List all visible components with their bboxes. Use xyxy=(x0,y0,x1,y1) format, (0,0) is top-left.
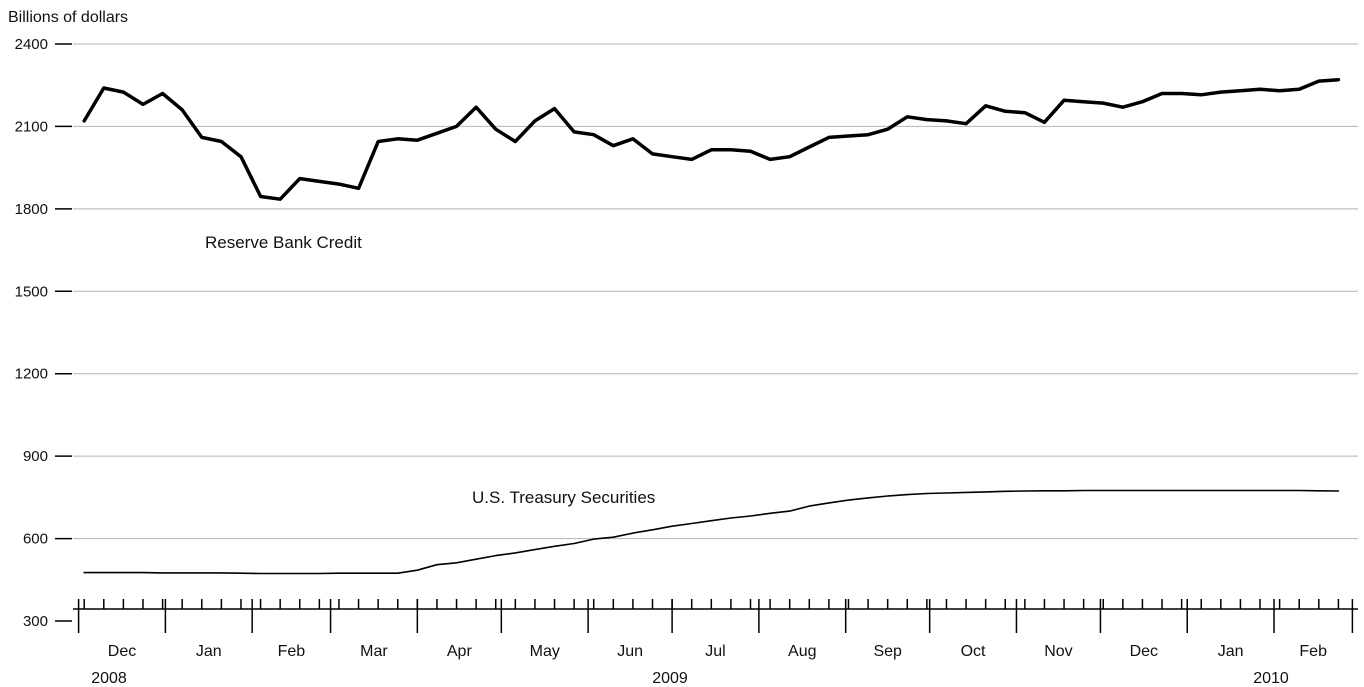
x-axis: Dec Jan Feb Mar Apr May Jun Jul Aug Sep Oct Nov Dec J… xyxy=(73,599,1358,687)
series-lines xyxy=(82,77,1341,575)
series-line-0 xyxy=(82,77,1341,201)
x-month-label: Aug xyxy=(788,643,816,660)
y-tick-label: 1500 xyxy=(15,283,48,300)
x-month-label: Dec xyxy=(1130,643,1158,660)
x-month-label: Mar xyxy=(360,643,388,660)
x-month-label: Jun xyxy=(617,643,643,660)
x-month-label: Jul xyxy=(705,643,725,660)
y-axis-label: Billions of dollars xyxy=(8,9,128,26)
series-label-reserve-bank-credit: Reserve Bank Credit xyxy=(205,233,362,252)
series-label-treasury-securities: U.S. Treasury Securities xyxy=(472,488,655,507)
x-year-label: 2010 xyxy=(1253,670,1289,687)
x-month-label: Sep xyxy=(873,643,902,660)
y-tick-label: 1200 xyxy=(15,366,48,383)
x-month-label: Jan xyxy=(196,643,222,660)
x-month-label: Feb xyxy=(278,643,306,660)
x-month-label: Apr xyxy=(447,643,473,660)
y-axis: 300 600 900 1200 1500 1800 2100 2400 xyxy=(15,36,72,630)
y-tick-label: 600 xyxy=(23,531,48,548)
x-year-label: 2008 xyxy=(91,670,127,687)
x-month-label: Dec xyxy=(108,643,136,660)
y-tick-label: 2100 xyxy=(15,118,48,135)
y-tick-label: 900 xyxy=(23,448,48,465)
x-year-label: 2009 xyxy=(652,670,688,687)
x-month-label: Nov xyxy=(1044,643,1072,660)
gridlines xyxy=(73,43,1358,540)
x-month-label: Jan xyxy=(1218,643,1244,660)
series-line-1 xyxy=(83,489,1340,575)
x-month-label: Feb xyxy=(1299,643,1327,660)
x-month-label: Oct xyxy=(961,643,986,660)
y-tick-label: 2400 xyxy=(15,36,48,53)
x-month-label: May xyxy=(530,643,560,660)
y-tick-label: 1800 xyxy=(15,201,48,218)
y-tick-label: 300 xyxy=(23,613,48,630)
